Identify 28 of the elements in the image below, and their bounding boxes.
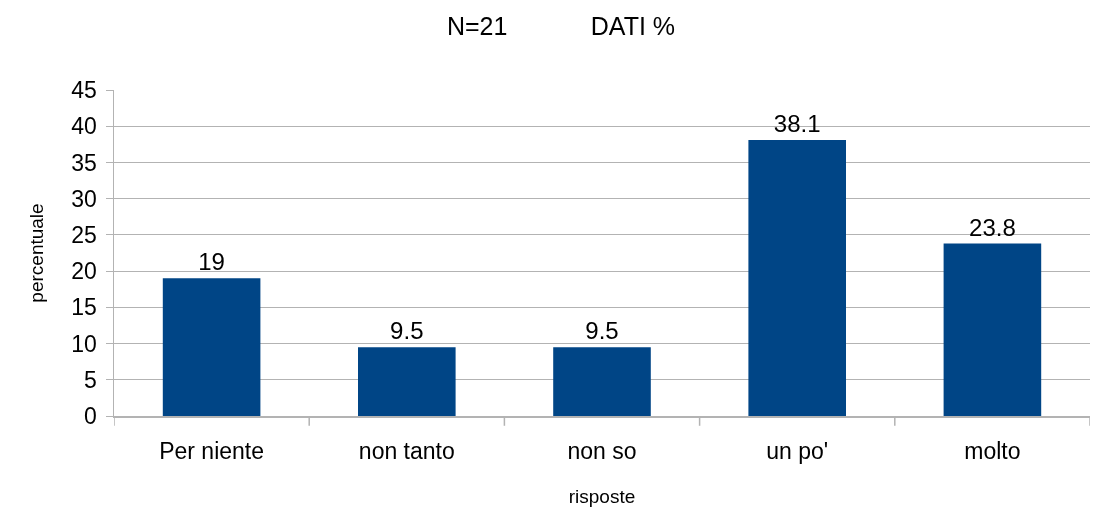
data-label: 38.1: [773, 109, 821, 137]
bar: [553, 347, 651, 416]
data-label: 23.8: [969, 213, 1016, 241]
y-tick-label: 20: [71, 258, 97, 285]
x-tick-label: un po': [766, 438, 829, 465]
data-label: 9.5: [390, 317, 424, 345]
y-tick-label: 25: [71, 221, 97, 248]
data-label: 9.5: [585, 317, 619, 345]
bar: [943, 243, 1042, 416]
y-tick-label: 30: [71, 185, 97, 212]
x-axis-title: risposte: [568, 485, 636, 507]
chart-title: N=21 DATI %: [446, 11, 676, 40]
y-axis-title: percentuale: [26, 203, 48, 303]
y-tick-label: 10: [71, 330, 97, 357]
x-tick-label: molto: [964, 438, 1021, 465]
data-label: 19: [198, 248, 225, 276]
y-tick-label: 5: [84, 366, 97, 393]
y-tick-label: 0: [84, 403, 97, 430]
bar: [748, 139, 846, 416]
x-tick-label: Per niente: [159, 438, 265, 465]
y-tick-label: 35: [71, 149, 97, 176]
y-tick-label: 40: [71, 113, 97, 140]
x-tick-label: non tanto: [358, 438, 455, 465]
bar: [358, 347, 456, 416]
y-tick-label: 45: [71, 77, 97, 104]
bar: [162, 278, 261, 416]
y-tick-label: 15: [71, 294, 97, 321]
x-tick-label: non so: [567, 438, 637, 465]
